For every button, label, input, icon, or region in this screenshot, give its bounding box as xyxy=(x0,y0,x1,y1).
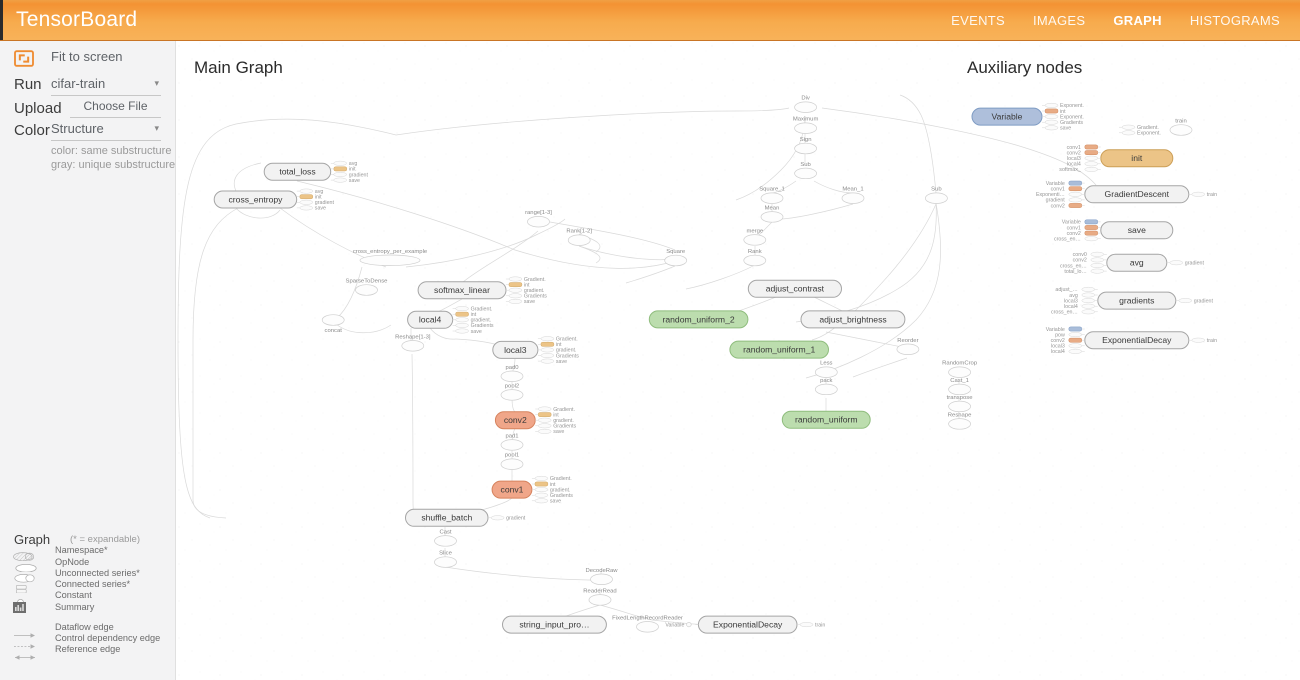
svg-text:save: save xyxy=(1060,126,1071,132)
svg-text:conv2: conv2 xyxy=(504,415,527,425)
svg-text:save: save xyxy=(556,359,567,365)
svg-text:save: save xyxy=(1128,225,1146,235)
svg-text:local4: local4 xyxy=(1051,349,1065,355)
svg-text:cross_en…: cross_en… xyxy=(1051,310,1078,316)
svg-text:Slice: Slice xyxy=(439,551,452,557)
svg-text:transpose: transpose xyxy=(947,395,974,401)
svg-text:ExponentialDecay: ExponentialDecay xyxy=(713,620,783,630)
svg-text:Mean: Mean xyxy=(765,205,780,211)
svg-text:random_uniform_2: random_uniform_2 xyxy=(663,314,735,324)
svg-text:conv2: conv2 xyxy=(1051,203,1065,209)
svg-text:range[1-3]: range[1-3] xyxy=(525,210,552,216)
svg-text:Cast: Cast xyxy=(439,529,451,535)
svg-text:Maximum: Maximum xyxy=(793,117,819,123)
svg-text:cross_en…: cross_en… xyxy=(1054,237,1081,243)
svg-text:local4: local4 xyxy=(419,315,442,325)
svg-text:ReaderRead: ReaderRead xyxy=(583,588,616,594)
svg-text:Exponent.: Exponent. xyxy=(1137,131,1161,137)
svg-text:train: train xyxy=(815,622,825,628)
svg-text:gradient: gradient xyxy=(506,516,526,522)
svg-text:random_uniform: random_uniform xyxy=(795,415,858,425)
svg-text:adjust_brightness: adjust_brightness xyxy=(819,314,886,324)
svg-text:save: save xyxy=(553,429,564,435)
svg-text:Sign: Sign xyxy=(800,137,812,143)
svg-text:total_loss: total_loss xyxy=(279,167,315,177)
svg-text:save: save xyxy=(550,499,561,505)
svg-text:pad1: pad1 xyxy=(505,433,518,439)
svg-text:conv1: conv1 xyxy=(501,485,524,495)
svg-text:save: save xyxy=(524,299,535,305)
svg-text:pool1: pool1 xyxy=(505,453,519,459)
svg-text:Sub: Sub xyxy=(800,162,811,168)
svg-text:pad0: pad0 xyxy=(505,365,519,371)
svg-text:train: train xyxy=(1207,192,1217,198)
svg-text:save: save xyxy=(471,329,482,335)
svg-text:Variable: Variable xyxy=(665,622,684,628)
svg-text:gradient: gradient xyxy=(1194,298,1214,304)
svg-text:random_uniform_1: random_uniform_1 xyxy=(743,345,815,355)
svg-text:avg: avg xyxy=(1130,258,1144,268)
svg-text:Reorder: Reorder xyxy=(897,338,918,344)
svg-text:Reshape: Reshape xyxy=(948,412,972,418)
svg-text:Mean_1: Mean_1 xyxy=(842,187,863,193)
svg-text:total_lo…: total_lo… xyxy=(1064,269,1086,275)
svg-text:Variable: Variable xyxy=(992,112,1023,122)
svg-text:adjust_contrast: adjust_contrast xyxy=(766,284,825,294)
svg-text:init: init xyxy=(1131,153,1143,163)
svg-text:Div: Div xyxy=(801,96,810,102)
svg-text:Rank: Rank xyxy=(748,249,762,255)
svg-text:gradients: gradients xyxy=(1119,296,1154,306)
svg-text:pool2: pool2 xyxy=(505,383,519,389)
svg-text:pack: pack xyxy=(820,378,832,384)
svg-text:train: train xyxy=(1175,119,1186,125)
svg-text:string_input_pro…: string_input_pro… xyxy=(519,620,589,630)
svg-text:save: save xyxy=(349,178,360,184)
svg-text:Sub: Sub xyxy=(931,187,942,193)
svg-text:Cast_1: Cast_1 xyxy=(950,378,969,384)
svg-text:train: train xyxy=(1207,338,1217,344)
svg-text:concat: concat xyxy=(325,328,343,334)
svg-text:Square_1: Square_1 xyxy=(759,187,785,193)
svg-text:merge: merge xyxy=(746,228,763,234)
svg-text:FixedLengthRecordReader: FixedLengthRecordReader xyxy=(612,615,683,621)
svg-text:softmax_linear: softmax_linear xyxy=(434,285,490,295)
svg-text:ExponentialDecay: ExponentialDecay xyxy=(1102,335,1172,345)
svg-text:cross_entropy: cross_entropy xyxy=(229,194,284,204)
svg-text:RandomCrop: RandomCrop xyxy=(942,361,978,367)
svg-text:gradient: gradient xyxy=(1185,261,1205,267)
svg-text:Rank[1-2]: Rank[1-2] xyxy=(566,229,592,235)
svg-text:Reshape[1-3]: Reshape[1-3] xyxy=(395,334,431,340)
svg-text:save: save xyxy=(315,206,326,212)
svg-text:DecodeRaw: DecodeRaw xyxy=(585,568,618,574)
svg-text:local3: local3 xyxy=(504,345,527,355)
svg-text:GradientDescent: GradientDescent xyxy=(1105,189,1170,199)
svg-text:Less: Less xyxy=(820,361,832,367)
svg-text:softmax_: softmax_ xyxy=(1059,167,1081,173)
svg-text:Square: Square xyxy=(666,249,686,255)
svg-text:SparseToDense: SparseToDense xyxy=(346,279,389,285)
svg-text:cross_entropy_per_example: cross_entropy_per_example xyxy=(353,249,428,255)
svg-text:shuffle_batch: shuffle_batch xyxy=(421,513,472,523)
